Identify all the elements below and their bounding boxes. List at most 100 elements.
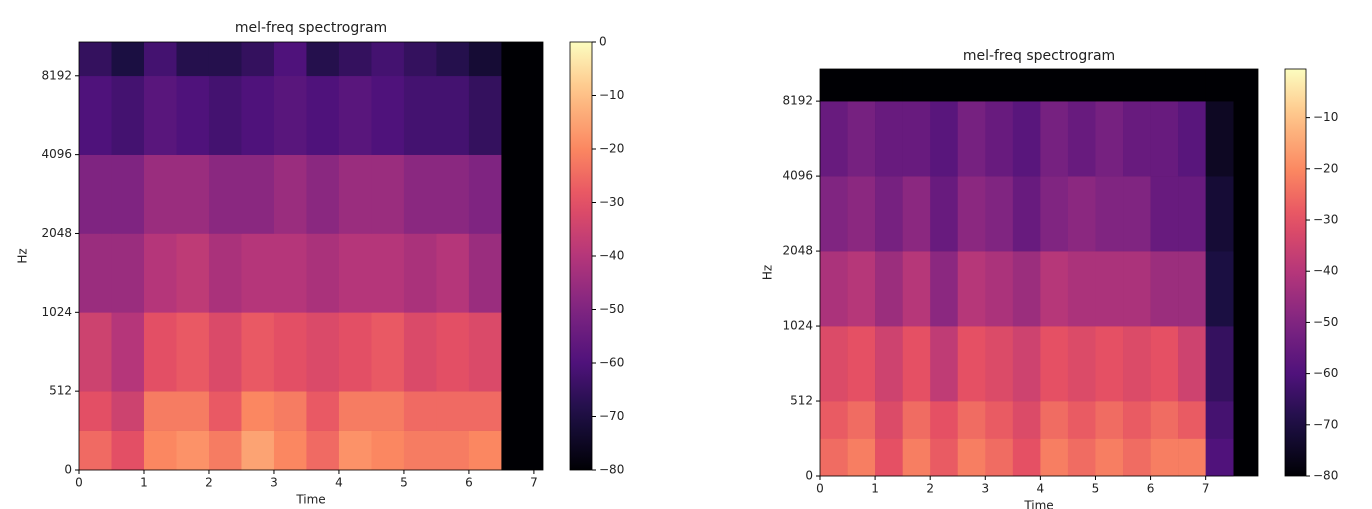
y-tick-label: 8192 [41, 68, 72, 82]
cell [501, 312, 535, 392]
cell [306, 430, 340, 471]
cell [208, 312, 242, 392]
cell [1178, 251, 1206, 327]
cell [338, 430, 372, 471]
cell [143, 312, 177, 392]
cell [371, 233, 405, 313]
y-tick-label: 4096 [41, 147, 72, 161]
cell [1178, 69, 1206, 102]
cell [1205, 438, 1234, 477]
colorbar [569, 41, 593, 471]
cell [847, 69, 876, 102]
cell [1067, 438, 1096, 477]
cell [902, 401, 931, 439]
y-axis-label: Hz [761, 265, 775, 280]
cell [847, 176, 876, 252]
cell [111, 430, 145, 471]
cell [436, 312, 470, 392]
cell [273, 233, 307, 313]
cell [1178, 101, 1206, 177]
chart-title: mel-freq spectrogram [235, 20, 387, 36]
cell [957, 401, 986, 439]
cell [338, 75, 372, 155]
cell [930, 401, 959, 439]
colorbar-tick-label: −30 [1313, 213, 1338, 227]
cell [847, 438, 876, 477]
cell [1012, 251, 1041, 327]
cell [930, 101, 959, 177]
cell [1178, 326, 1206, 402]
x-tick-label: 4 [335, 476, 343, 490]
x-tick-label: 7 [530, 476, 538, 490]
cell [957, 251, 986, 327]
cell [143, 233, 177, 313]
y-tick-label: 1024 [782, 319, 813, 333]
y-tick-label: 1024 [41, 305, 72, 319]
cell [1095, 69, 1124, 102]
cell [985, 401, 1014, 439]
cell [1095, 251, 1124, 327]
plot-frame [819, 68, 1259, 477]
cell [403, 233, 437, 313]
y-tick-label: 2048 [782, 244, 813, 258]
cell [847, 101, 876, 177]
cell [371, 154, 405, 234]
cell [306, 391, 340, 431]
cell [371, 75, 405, 155]
cell [902, 438, 931, 477]
cell [875, 401, 903, 439]
colorbar-tick-label: −40 [1313, 264, 1338, 278]
cell [111, 391, 145, 431]
x-tick-label: 0 [75, 476, 83, 490]
cell [1150, 251, 1179, 327]
y-tick-label: 2048 [41, 226, 72, 240]
cell [902, 69, 931, 102]
colorbar-tick-label: −70 [599, 409, 624, 423]
colorbar-tick-label: −10 [599, 88, 624, 102]
cell [403, 75, 437, 155]
x-tick-label: 5 [1092, 482, 1100, 496]
cell [1123, 251, 1151, 327]
cell [957, 438, 986, 477]
x-axis-label: Time [295, 493, 325, 507]
cell [79, 75, 112, 155]
cell [1178, 176, 1206, 252]
x-tick-label: 6 [1147, 482, 1155, 496]
cell [371, 430, 405, 471]
cell [371, 312, 405, 392]
colorbar-tick-label: −60 [1313, 366, 1338, 380]
cell [436, 391, 470, 431]
cell [436, 42, 470, 77]
x-tick-label: 3 [981, 482, 989, 496]
cell [338, 391, 372, 431]
y-tick-label: 512 [49, 384, 72, 398]
cell [820, 251, 848, 327]
cell [468, 312, 502, 392]
colorbar-tick-label: −10 [1313, 110, 1338, 124]
cell [241, 430, 275, 471]
x-tick-label: 7 [1202, 482, 1210, 496]
cell [1123, 69, 1151, 102]
cell [875, 69, 903, 102]
cell [273, 75, 307, 155]
cell [985, 438, 1014, 477]
cell [241, 154, 275, 234]
cell [820, 69, 848, 102]
cell [176, 233, 210, 313]
cell [1040, 69, 1069, 102]
y-tick-label: 4096 [782, 169, 813, 183]
cell [468, 75, 502, 155]
cell [273, 312, 307, 392]
cell [208, 75, 242, 155]
cell [985, 101, 1014, 177]
cell [79, 430, 112, 471]
colorbar-tick-label: −40 [599, 249, 624, 263]
cell [436, 430, 470, 471]
cell [338, 154, 372, 234]
cell [1150, 438, 1179, 477]
y-tick-label: 512 [790, 394, 813, 408]
cell [1205, 251, 1234, 327]
cell [306, 154, 340, 234]
cell [468, 42, 502, 77]
cell [930, 326, 959, 402]
